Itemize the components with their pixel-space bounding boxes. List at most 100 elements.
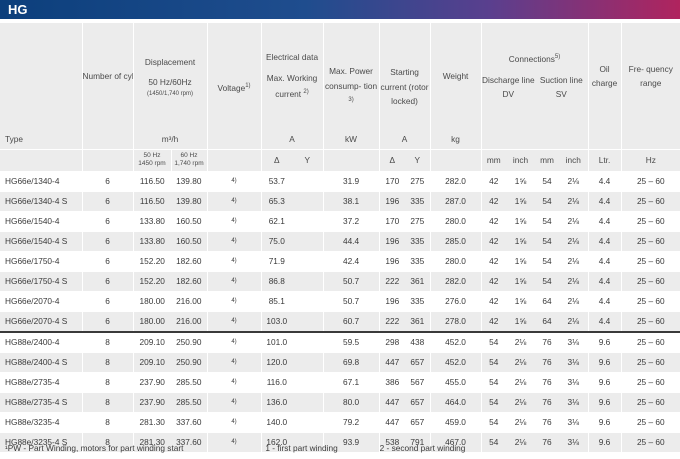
subunit-50hz: 50 Hz 1450 rpm	[132, 148, 171, 171]
cell-voltage: 4)	[206, 371, 262, 392]
cell-max-power: 44.4	[322, 230, 380, 251]
unit-cylinders	[81, 129, 133, 149]
cell-discharge-mm: 42	[480, 270, 507, 291]
cell-displacement-50hz: 133.80	[132, 210, 171, 231]
cell-oil-charge: 4.4	[587, 290, 622, 311]
cell-cylinders: 8	[81, 330, 133, 352]
cell-max-working-current: 136.0	[260, 391, 293, 412]
cell-cylinders: 6	[81, 270, 133, 291]
cell-discharge-mm: 42	[480, 170, 507, 191]
cell-weight: 278.0	[429, 310, 482, 332]
cell-starting-delta: 386	[378, 371, 406, 392]
subunit-60hz: 60 Hz 1,740 rpm	[170, 148, 208, 171]
cell-blank	[292, 351, 324, 372]
header-connections: Connections5) Discharge line DV Suction …	[480, 23, 589, 129]
cell-discharge-mm: 42	[480, 250, 507, 271]
page-title: HG	[8, 2, 28, 17]
cell-voltage: 4)	[206, 250, 262, 271]
cell-starting-y: 791	[405, 431, 431, 452]
cell-discharge-inch: 2⅛	[506, 391, 536, 412]
cell-starting-y: 438	[405, 330, 431, 352]
cell-cylinders: 6	[81, 170, 133, 191]
cell-voltage: 4)	[206, 210, 262, 231]
cell-discharge-inch: 1⅝	[506, 170, 536, 191]
cell-oil-charge: 9.6	[587, 351, 622, 372]
table-row: HG66e/1540-4 S 6 133.80 160.50 4) 75.0 44.4 196…	[0, 230, 680, 251]
table-row: HG66e/1540-4 6 133.80 160.50 4) 62.1 37.2 170 27…	[0, 210, 680, 231]
cell-oil-charge: 9.6	[587, 431, 622, 452]
cell-starting-delta: 447	[378, 351, 406, 372]
cell-oil-charge: 9.6	[587, 391, 622, 412]
cell-discharge-mm: 42	[480, 190, 507, 211]
cell-weight: 455.0	[429, 371, 482, 392]
cell-starting-delta: 196	[378, 290, 406, 311]
cell-suction-mm: 54	[535, 170, 560, 191]
cell-oil-charge: 4.4	[587, 250, 622, 271]
cell-suction-inch: 2⅛	[559, 270, 589, 291]
cell-voltage: 4)	[206, 391, 262, 412]
table-row: HG66e/2070-4 S 6 180.00 216.00 4) 103.0 60.7 22…	[0, 310, 680, 332]
cell-type: HG88e/3235-4 S	[0, 431, 82, 452]
header-displacement-freq: 50 Hz/60Hz	[148, 77, 192, 87]
cell-displacement-60hz: 285.50	[171, 371, 208, 392]
cell-suction-mm: 54	[535, 270, 560, 291]
subunit-current-delta: Δ	[260, 148, 293, 171]
cell-frequency-range: 25 – 60	[620, 330, 680, 352]
header-max-working: Max. Working current 2)	[262, 65, 323, 102]
cell-blank	[292, 230, 324, 251]
cell-starting-delta: 170	[378, 210, 406, 231]
cell-frequency-range: 25 – 60	[620, 250, 680, 271]
cell-cylinders: 8	[81, 431, 133, 452]
cell-displacement-50hz: 180.00	[132, 290, 171, 311]
cell-max-working-current: 65.3	[260, 190, 293, 211]
cell-oil-charge: 9.6	[587, 330, 622, 352]
subunit-dv-mm: mm	[480, 148, 507, 171]
cell-starting-y: 275	[405, 210, 431, 231]
cell-max-power: 80.0	[322, 391, 380, 412]
table-row: HG66e/1750-4 6 152.20 182.60 4) 71.9 42.4 196 33…	[0, 250, 680, 271]
header-oil-charge: Oil charge	[587, 23, 622, 129]
table-row: HG88e/2400-4 S 8 209.10 250.90 4) 120.0 69.8 44…	[0, 351, 680, 372]
cell-discharge-mm: 42	[480, 290, 507, 311]
cell-starting-delta: 170	[378, 170, 406, 191]
subunit-oil: Ltr.	[587, 148, 622, 171]
cell-discharge-mm: 54	[480, 351, 507, 372]
table-body: HG66e/1340-4 6 116.50 139.80 4) 53.7 31.9 170 27…	[0, 170, 680, 452]
cell-discharge-inch: 1⅝	[506, 250, 536, 271]
spec-table: Number of cylinders Displacement 50 Hz/6…	[0, 23, 680, 452]
cell-type: HG88e/2735-4	[0, 371, 82, 392]
cell-starting-delta: 447	[378, 391, 406, 412]
cell-displacement-60hz: 337.60	[171, 411, 208, 432]
cell-max-power: 79.2	[322, 411, 380, 432]
cell-blank	[292, 431, 324, 452]
cell-cylinders: 8	[81, 391, 133, 412]
header-max-working-label: Max. Working current	[266, 72, 318, 100]
header-voltage-note: 1)	[245, 82, 251, 89]
cell-discharge-inch: 1⅝	[506, 270, 536, 291]
cell-voltage: 4)	[206, 411, 262, 432]
cell-frequency-range: 25 – 60	[620, 190, 680, 211]
cell-type: HG88e/3235-4	[0, 411, 82, 432]
subunit-60hz-label: 60 Hz	[180, 152, 198, 159]
cell-max-working-current: 62.1	[260, 210, 293, 231]
subunit-weight	[429, 148, 482, 171]
cell-blank	[292, 290, 324, 311]
cell-voltage: 4)	[206, 290, 262, 311]
cell-starting-delta: 538	[378, 431, 406, 452]
cell-voltage: 4)	[206, 351, 262, 372]
cell-oil-charge: 4.4	[587, 270, 622, 291]
cell-max-power: 38.1	[322, 190, 380, 211]
header-connections-label: Connections	[508, 54, 555, 65]
cell-displacement-50hz: 281.30	[132, 431, 171, 452]
cell-voltage: 4)	[206, 230, 262, 251]
cell-max-working-current: 85.1	[260, 290, 293, 311]
cell-max-power: 93.9	[322, 431, 380, 452]
cell-displacement-50hz: 133.80	[132, 230, 171, 251]
cell-frequency-range: 25 – 60	[620, 391, 680, 412]
cell-displacement-60hz: 250.90	[171, 330, 208, 352]
cell-suction-inch: 2⅛	[559, 250, 589, 271]
cell-suction-inch: 2⅛	[559, 310, 589, 332]
cell-starting-delta: 222	[378, 270, 406, 291]
cell-suction-mm: 76	[535, 431, 560, 452]
cell-starting-y: 361	[405, 270, 431, 291]
